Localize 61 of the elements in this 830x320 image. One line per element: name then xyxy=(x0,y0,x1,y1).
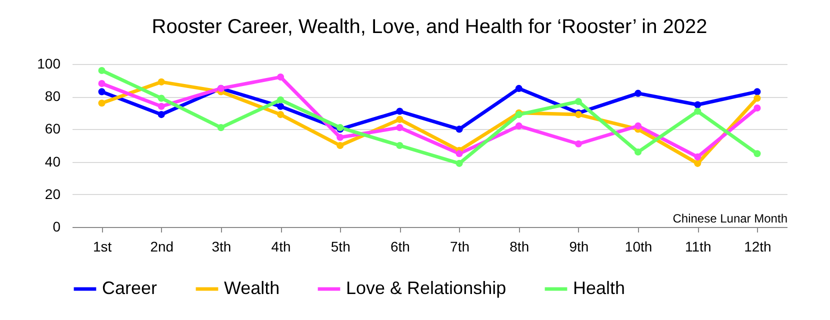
point xyxy=(98,80,106,88)
x-tick-label: 11th xyxy=(685,238,712,254)
legend-label: Career xyxy=(102,278,158,298)
point xyxy=(634,148,642,156)
point xyxy=(158,78,165,86)
x-tick-label: 7th xyxy=(450,238,470,254)
y-tick-label: 0 xyxy=(52,218,61,234)
point xyxy=(694,160,702,167)
x-tick-label: 10th xyxy=(624,238,652,254)
point xyxy=(456,150,463,158)
x-tick-label: 2nd xyxy=(150,238,174,254)
x-tick-label: 6th xyxy=(390,238,410,254)
x-tick-label: 12th xyxy=(744,238,772,254)
point xyxy=(694,108,702,115)
point xyxy=(456,160,463,167)
y-tick-label: 60 xyxy=(44,120,61,137)
x-tick-label: 8th xyxy=(510,238,530,254)
y-tick-label: 100 xyxy=(37,56,61,72)
point xyxy=(574,98,582,106)
point xyxy=(277,102,284,110)
point xyxy=(98,88,106,96)
point xyxy=(396,124,404,132)
chart-title: Rooster Career, Wealth, Love, and Health for ‘Rooster’ in 2022 xyxy=(152,16,708,38)
point xyxy=(694,153,702,160)
point xyxy=(754,88,761,96)
point xyxy=(336,134,344,141)
point xyxy=(396,108,404,115)
point xyxy=(217,124,224,132)
point xyxy=(515,84,522,92)
x-tick-label: 5th xyxy=(330,238,350,254)
point xyxy=(277,96,284,104)
point xyxy=(98,100,106,107)
point xyxy=(754,94,761,102)
point xyxy=(634,90,642,97)
point xyxy=(694,101,702,108)
point xyxy=(754,104,761,112)
y-tick-label: 80 xyxy=(44,88,61,104)
point xyxy=(158,102,165,110)
legend-label: Wealth xyxy=(224,278,280,298)
point xyxy=(456,126,463,133)
point xyxy=(98,66,106,74)
x-tick-label: 9th xyxy=(569,238,589,254)
point xyxy=(336,142,344,150)
point xyxy=(396,142,404,150)
point xyxy=(158,111,165,118)
legend-label: Love & Relationship xyxy=(346,278,506,298)
y-tick-label: 20 xyxy=(44,186,61,202)
point xyxy=(158,94,165,102)
point xyxy=(396,116,404,123)
legend-label: Health xyxy=(573,278,626,298)
point xyxy=(574,140,582,148)
y-tick-label: 40 xyxy=(44,153,61,170)
point xyxy=(277,74,284,81)
x-tick-label: 3th xyxy=(212,238,232,254)
point xyxy=(515,122,522,130)
point xyxy=(277,111,284,118)
x-tick-label: 4th xyxy=(271,238,291,254)
x-tick-label: 1st xyxy=(92,238,112,254)
x-axis-title: Chinese Lunar Month xyxy=(672,212,788,226)
point xyxy=(634,122,642,130)
point xyxy=(754,150,761,158)
